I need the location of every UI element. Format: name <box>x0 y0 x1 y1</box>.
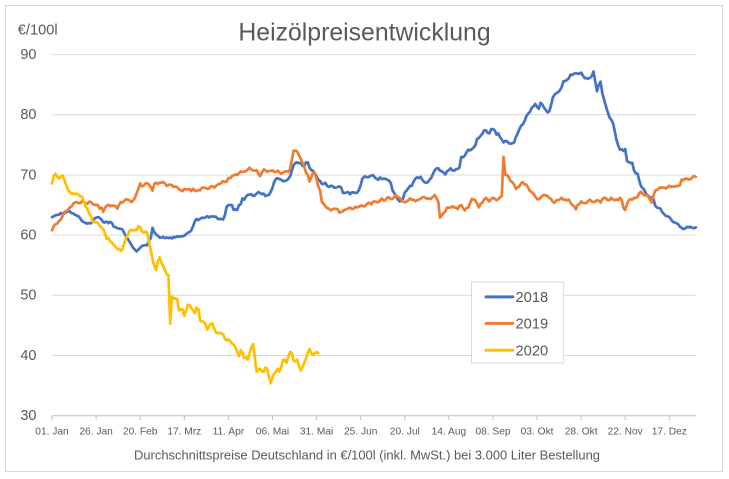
svg-text:25. Jun: 25. Jun <box>344 427 377 438</box>
svg-text:2020: 2020 <box>516 344 549 360</box>
svg-text:60: 60 <box>20 227 36 243</box>
svg-text:50: 50 <box>20 288 36 304</box>
svg-text:03. Okt: 03. Okt <box>521 427 554 438</box>
svg-text:28. Okt: 28. Okt <box>565 427 598 438</box>
svg-text:80: 80 <box>20 107 36 123</box>
svg-text:Heizölpreisentwicklung: Heizölpreisentwicklung <box>238 20 490 47</box>
svg-text:2019: 2019 <box>516 317 549 333</box>
svg-text:40: 40 <box>20 348 36 364</box>
svg-text:08. Sep: 08. Sep <box>475 427 510 438</box>
svg-text:20. Jul: 20. Jul <box>390 427 420 438</box>
svg-text:€/100l: €/100l <box>18 23 58 39</box>
svg-text:70: 70 <box>20 167 36 183</box>
svg-text:06. Mai: 06. Mai <box>256 427 289 438</box>
svg-text:31. Mai: 31. Mai <box>300 427 333 438</box>
svg-text:17. Mrz: 17. Mrz <box>167 427 201 438</box>
svg-text:01. Jan: 01. Jan <box>35 427 68 438</box>
svg-text:14. Aug: 14. Aug <box>432 427 467 438</box>
svg-text:26. Jan: 26. Jan <box>79 427 112 438</box>
svg-text:90: 90 <box>20 47 36 63</box>
svg-text:2018: 2018 <box>516 290 549 306</box>
svg-text:Durchschnittspreise Deutschlan: Durchschnittspreise Deutschland in €/100… <box>134 448 600 463</box>
svg-text:11. Apr: 11. Apr <box>213 427 245 438</box>
svg-text:17. Dez: 17. Dez <box>652 427 687 438</box>
svg-text:20. Feb: 20. Feb <box>123 427 158 438</box>
svg-text:30: 30 <box>20 408 36 424</box>
svg-text:22. Nov: 22. Nov <box>608 427 644 438</box>
